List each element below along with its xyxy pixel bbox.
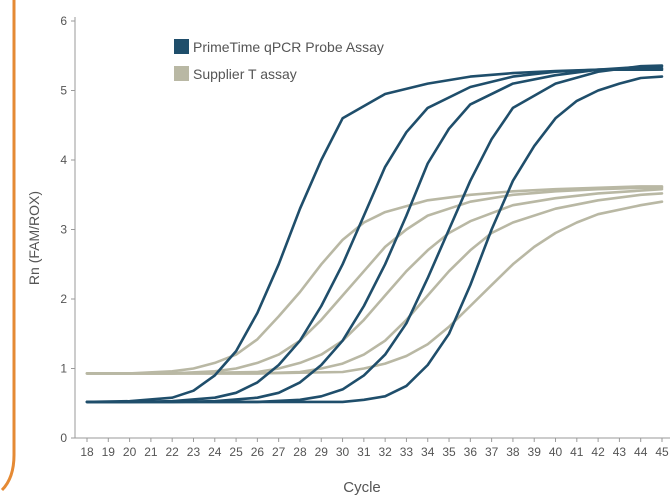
y-tick-label: 2 [60,292,67,306]
x-tick-label: 28 [293,445,307,459]
x-axis: 18 19 20 21 22 23 24 25 26 27 28 29 30 31 32 33 34 35 36 37… [75,437,670,459]
series-line-supplier [85,200,664,375]
x-tick-label: 35 [442,445,456,459]
frame-border [0,0,16,492]
x-tick-label: 27 [272,445,286,459]
x-tick-label: 42 [591,445,605,459]
x-tick-label: 19 [102,445,116,459]
series-line-primetime [85,75,664,404]
series-line-primetime [85,64,664,404]
y-tick-label: 5 [60,84,67,98]
series-line-supplier [85,185,664,375]
x-tick-label: 43 [613,445,627,459]
x-tick-label: 25 [229,445,243,459]
x-tick-label: 24 [208,445,222,459]
x-tick-label: 36 [464,445,478,459]
y-axis-label: Rn (FAM/ROX) [26,191,42,285]
legend-swatch-primetime [174,39,189,54]
x-tick-label: 30 [336,445,350,459]
x-tick-label: 33 [400,445,414,459]
x-tick-label: 23 [187,445,201,459]
x-axis-label: Cycle [343,479,381,496]
y-tick-label: 0 [60,431,67,445]
y-tick-label: 6 [60,14,67,28]
x-tick-label: 32 [378,445,392,459]
x-tick-label: 21 [144,445,158,459]
legend-label-supplier: Supplier T assay [193,66,297,82]
x-tick-label: 18 [80,445,94,459]
x-tick-label: 20 [123,445,137,459]
legend-swatch-supplier [174,66,189,81]
x-tick-label: 31 [357,445,371,459]
series-line-primetime [85,68,664,404]
series-line-primetime [85,67,664,404]
x-tick-label: 37 [485,445,499,459]
y-tick-label: 3 [60,223,67,237]
x-tick-label: 22 [166,445,180,459]
series-line-supplier [85,186,664,375]
x-tick-label: 44 [634,445,648,459]
series-group [85,64,664,404]
x-tick-label: 29 [315,445,329,459]
y-tick-label: 1 [60,362,67,376]
legend-label-primetime: PrimeTime qPCR Probe Assay [193,39,384,55]
legend: PrimeTime qPCR Probe Assay Supplier T as… [174,39,384,82]
x-tick-label: 45 [655,445,669,459]
x-tick-label: 40 [549,445,563,459]
y-tick-label: 4 [60,153,67,167]
x-tick-label: 39 [528,445,542,459]
x-tick-label: 34 [421,445,435,459]
x-tick-label: 38 [506,445,520,459]
y-axis: 0 1 2 3 4 5 6 [60,14,76,445]
series-line-primetime [85,64,664,404]
x-tick-label: 41 [570,445,584,459]
x-tick-label: 26 [251,445,265,459]
